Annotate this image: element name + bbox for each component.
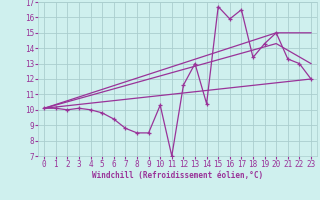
- X-axis label: Windchill (Refroidissement éolien,°C): Windchill (Refroidissement éolien,°C): [92, 171, 263, 180]
